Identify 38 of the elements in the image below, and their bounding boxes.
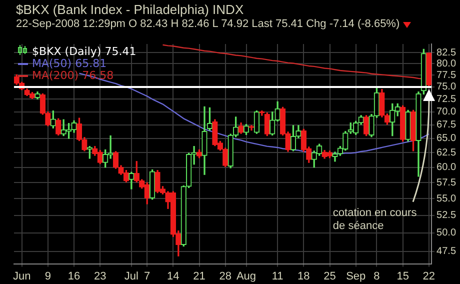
y-tick-label: 52.5 bbox=[436, 210, 456, 222]
x-tick-label: Aug bbox=[236, 270, 256, 282]
x-tick-label: 28 bbox=[219, 270, 232, 282]
x-tick-label: Sep bbox=[346, 270, 366, 282]
y-tick-label: 60.0 bbox=[436, 162, 456, 174]
x-tick-label: 22 bbox=[422, 270, 436, 282]
annotation: cotation en cours de séance bbox=[332, 206, 418, 232]
y-tick-label: 80.0 bbox=[436, 58, 456, 70]
y-tick-label: 47.5 bbox=[436, 246, 456, 258]
y-tick-label: 75.0 bbox=[436, 82, 456, 93]
x-tick-label: 16 bbox=[68, 270, 80, 282]
x-tick-label: Jun bbox=[12, 270, 31, 282]
y-tick-label: 70.0 bbox=[436, 106, 456, 118]
x-tick-label: 18 bbox=[298, 270, 310, 282]
x-tick-label: 23 bbox=[94, 270, 106, 282]
y-tick-label: 57.5 bbox=[436, 177, 456, 188]
x-tick-label: 15 bbox=[396, 270, 409, 282]
y-tick-label: 82.5 bbox=[436, 47, 456, 58]
y-tick-label: 67.5 bbox=[436, 120, 456, 131]
y-tick-label: 50.0 bbox=[436, 228, 456, 239]
y-tick-label: 72.5 bbox=[436, 94, 456, 105]
y-tick-label: 55.0 bbox=[436, 193, 456, 204]
x-tick-label: 7 bbox=[144, 270, 150, 282]
y-tick-label: 62.5 bbox=[436, 147, 456, 158]
legend-label: MA(200) 76.58 bbox=[32, 68, 114, 82]
chart-title: $BKX (Bank Index - Philadelphia) INDX bbox=[16, 2, 245, 17]
x-tick-label: 25 bbox=[324, 270, 336, 282]
legend-label: MA(50) 65.81 bbox=[32, 56, 107, 70]
x-tick-label: 9 bbox=[44, 270, 51, 282]
legend-label: $BKX (Daily) 75.41 bbox=[32, 44, 136, 58]
x-tick-label: Jul bbox=[124, 270, 138, 282]
y-tick-label: 77.5 bbox=[436, 70, 456, 81]
y-tick-label: 65.0 bbox=[436, 133, 456, 144]
x-tick-label: 11 bbox=[272, 270, 284, 282]
x-tick-label: 21 bbox=[193, 270, 206, 282]
x-tick-label: 14 bbox=[167, 270, 180, 282]
chart-subtitle: 22-Sep-2008 12:29pm O 82.43 H 82.46 L 74.92 Last 75.41 Chg -7.14 (-8.65%) bbox=[16, 17, 400, 32]
x-tick-label: 8 bbox=[374, 270, 380, 282]
